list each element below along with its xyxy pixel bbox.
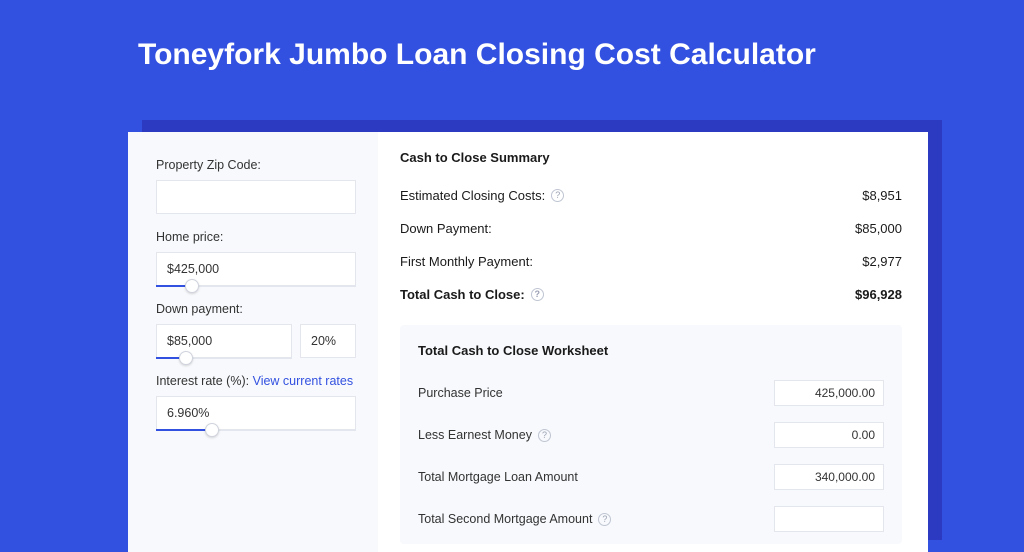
worksheet-row-label: Total Second Mortgage Amount: [418, 512, 592, 526]
summary-row: Estimated Closing Costs: ? $8,951: [400, 179, 902, 212]
summary-row-value: $8,951: [862, 188, 902, 203]
summary-row: Down Payment: $85,000: [400, 212, 902, 245]
help-icon[interactable]: ?: [598, 513, 611, 526]
summary-total-value: $96,928: [855, 287, 902, 302]
worksheet-row-input[interactable]: [774, 464, 884, 490]
interest-rate-field: Interest rate (%): View current rates: [156, 374, 356, 430]
worksheet-row-label: Less Earnest Money: [418, 428, 532, 442]
interest-rate-input[interactable]: [156, 396, 356, 430]
slider-thumb[interactable]: [179, 351, 193, 365]
help-icon[interactable]: ?: [551, 189, 564, 202]
zip-label: Property Zip Code:: [156, 158, 356, 172]
home-price-label: Home price:: [156, 230, 356, 244]
summary-row-value: $85,000: [855, 221, 902, 236]
worksheet-row: Less Earnest Money ?: [418, 414, 884, 456]
summary-title: Cash to Close Summary: [400, 150, 902, 165]
interest-rate-slider[interactable]: [156, 396, 356, 430]
summary-total-row: Total Cash to Close: ? $96,928: [400, 278, 902, 311]
down-payment-label: Down payment:: [156, 302, 356, 316]
worksheet-row-input[interactable]: [774, 506, 884, 532]
worksheet-title: Total Cash to Close Worksheet: [418, 343, 884, 358]
summary-row: First Monthly Payment: $2,977: [400, 245, 902, 278]
worksheet-panel: Total Cash to Close Worksheet Purchase P…: [400, 325, 902, 544]
slider-fill: [156, 429, 212, 431]
zip-field: Property Zip Code:: [156, 158, 356, 214]
down-payment-slider[interactable]: [156, 324, 292, 358]
summary-row-label: First Monthly Payment:: [400, 254, 533, 269]
down-payment-field: Down payment:: [156, 302, 356, 358]
slider-thumb[interactable]: [185, 279, 199, 293]
help-icon[interactable]: ?: [538, 429, 551, 442]
home-price-slider[interactable]: [156, 252, 356, 286]
calculator-card: Property Zip Code: Home price: Down paym…: [128, 132, 928, 552]
summary-total-label: Total Cash to Close:: [400, 287, 525, 302]
summary-row-value: $2,977: [862, 254, 902, 269]
worksheet-row: Total Mortgage Loan Amount: [418, 456, 884, 498]
down-payment-input[interactable]: [156, 324, 292, 358]
interest-rate-label-text: Interest rate (%):: [156, 374, 249, 388]
summary-panel: Cash to Close Summary Estimated Closing …: [378, 132, 928, 552]
page-title: Toneyfork Jumbo Loan Closing Cost Calcul…: [0, 0, 1024, 92]
worksheet-row-input[interactable]: [774, 422, 884, 448]
view-rates-link[interactable]: View current rates: [253, 374, 354, 388]
help-icon[interactable]: ?: [531, 288, 544, 301]
interest-rate-label: Interest rate (%): View current rates: [156, 374, 356, 388]
worksheet-row-input[interactable]: [774, 380, 884, 406]
zip-input[interactable]: [156, 180, 356, 214]
worksheet-row-label: Purchase Price: [418, 386, 503, 400]
worksheet-row: Purchase Price: [418, 372, 884, 414]
down-payment-pct-input[interactable]: [300, 324, 356, 358]
worksheet-row: Total Second Mortgage Amount ?: [418, 498, 884, 540]
worksheet-row-label: Total Mortgage Loan Amount: [418, 470, 578, 484]
inputs-panel: Property Zip Code: Home price: Down paym…: [128, 132, 378, 552]
home-price-field: Home price:: [156, 230, 356, 286]
slider-thumb[interactable]: [205, 423, 219, 437]
summary-row-label: Down Payment:: [400, 221, 492, 236]
summary-row-label: Estimated Closing Costs:: [400, 188, 545, 203]
